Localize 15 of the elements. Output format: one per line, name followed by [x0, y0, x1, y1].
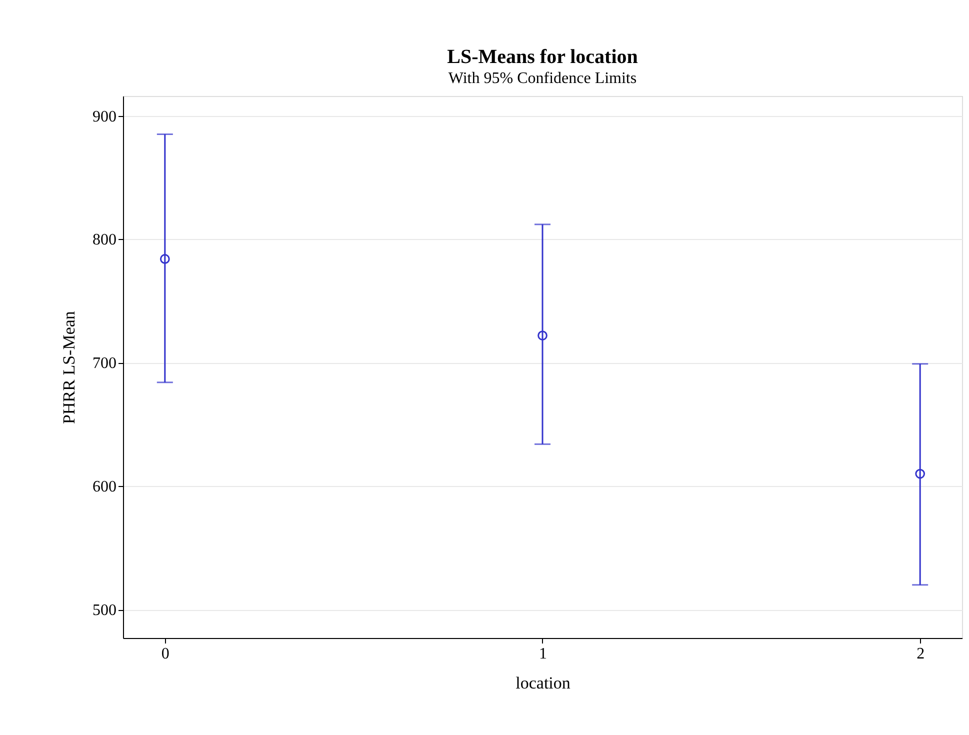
y-tick-label: 700 — [92, 355, 116, 372]
y-axis-title: PHRR LS-Mean — [60, 310, 78, 424]
chart-title: LS-Means for location — [447, 46, 638, 68]
point — [160, 254, 170, 264]
chart-subtitle: With 95% Confidence Limits — [448, 70, 637, 87]
point — [915, 468, 926, 479]
x-tick-label: 0 — [161, 646, 170, 662]
x-tick-label: 1 — [539, 646, 547, 662]
y-tick-label: 800 — [92, 232, 116, 249]
x-tick-label: 2 — [916, 646, 925, 662]
y-tick-label: 900 — [92, 108, 116, 126]
y-tick-label: 500 — [92, 602, 116, 620]
x-axis-title: location — [516, 674, 571, 692]
point — [538, 330, 548, 340]
y-tick-label: 600 — [92, 478, 116, 496]
